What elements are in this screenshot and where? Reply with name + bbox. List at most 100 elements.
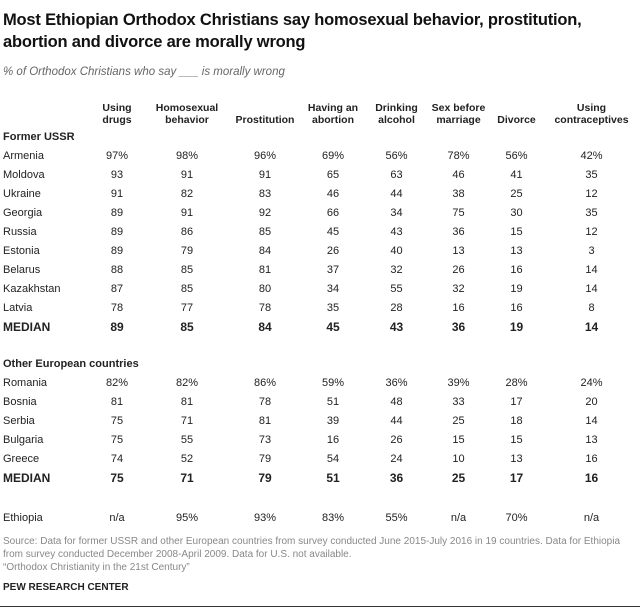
table-cell: 43: [390, 225, 403, 238]
table-cell: 45: [326, 225, 340, 238]
group-label: Other European countries: [3, 358, 139, 370]
table-cell: 26: [326, 244, 340, 257]
table-cell: 87: [110, 282, 124, 295]
table-cell: 37: [326, 263, 340, 276]
table-cell: 17: [510, 395, 523, 408]
table-cell: 55: [390, 282, 403, 295]
table-cell: 25: [451, 471, 466, 485]
table-cell: 79: [258, 471, 272, 485]
table-cell: 86%: [253, 376, 277, 389]
table-cell: 55%: [385, 511, 408, 524]
table-cell: 17: [509, 471, 524, 485]
table-row: Belarus 88 85 81 37 32 26 16 14: [0, 260, 640, 279]
table-cell: 16: [584, 471, 599, 485]
table-cell: 96%: [253, 149, 277, 162]
table-cell: 36%: [385, 376, 408, 389]
table-cell: 48: [390, 395, 403, 408]
table-cell: 78%: [447, 149, 470, 162]
table-cell: n/a: [109, 511, 125, 524]
table-row: Moldova 93 91 91 65 63 46 41 35: [0, 165, 640, 184]
column-header: Using drugs: [102, 102, 132, 126]
row-label: Ukraine: [3, 187, 41, 200]
table-cell: 26: [452, 263, 465, 276]
table-cell: 91: [180, 206, 194, 219]
table-cell: 36: [452, 225, 465, 238]
table-cell: 89: [110, 244, 124, 257]
table-row: Georgia 89 91 92 66 34 75 30 35: [0, 203, 640, 222]
table-cell: 14: [585, 414, 598, 427]
table-cell: 95%: [175, 511, 199, 524]
table-cell: 39: [326, 414, 340, 427]
table-cell: 82%: [105, 376, 129, 389]
row-label: MEDIAN: [3, 320, 51, 334]
spacer-row: [0, 488, 640, 508]
data-table: Using drugs Homosexual behavior Prostituti…: [0, 86, 640, 527]
table-cell: 89: [110, 206, 124, 219]
column-headers: Using drugs Homosexual behavior Prostituti…: [0, 86, 640, 128]
table-cell: 44: [390, 414, 403, 427]
table-cell: 79: [258, 452, 272, 465]
table-row: Armenia 97% 98% 96% 69% 56% 78% 56% 42%: [0, 146, 640, 165]
table-row: Estonia 89 79 84 26 40 13 13 3: [0, 241, 640, 260]
table-cell: 15: [510, 433, 523, 446]
table-cell: 35: [326, 301, 340, 314]
table-cell: 89: [110, 225, 124, 238]
table-cell: 42%: [580, 149, 603, 162]
chart-title: Most Ethiopian Orthodox Christians say h…: [3, 11, 582, 51]
table-cell: 71: [180, 471, 194, 485]
row-label: Russia: [3, 225, 37, 238]
row-label: Greece: [3, 452, 40, 465]
table-cell: 75: [110, 414, 124, 427]
table-cell: 26: [390, 433, 403, 446]
row-label: Latvia: [3, 301, 33, 314]
table-cell: 81: [258, 414, 272, 427]
table-cell: 74: [110, 452, 124, 465]
column-header: Homosexual behavior: [155, 102, 219, 126]
table-cell: 30: [510, 206, 523, 219]
table-cell: 25: [510, 187, 523, 200]
row-label: Serbia: [3, 414, 35, 427]
column-header: Prostitution: [235, 114, 295, 126]
table-cell: 54: [326, 452, 340, 465]
table-row: Russia 89 86 85 45 43 36 15 12: [0, 222, 640, 241]
table-cell: 82%: [175, 376, 199, 389]
credit-logo: PEW RESEARCH CENTER: [3, 582, 129, 593]
table-cell: 16: [585, 452, 598, 465]
source-note: Source: Data for former USSR and other E…: [3, 535, 637, 574]
table-cell: 97%: [105, 149, 129, 162]
column-header: Sex before marriage: [431, 102, 486, 126]
table-cell: 84: [258, 244, 272, 257]
table-cell: 14: [584, 320, 599, 334]
row-label: MEDIAN: [3, 471, 51, 485]
table-row: Bulgaria 75 55 73 16 26 15 15 13: [0, 430, 640, 449]
median-row: MEDIAN 75 71 79 51 36 25 17 16: [0, 468, 640, 488]
table-cell: 16: [452, 301, 465, 314]
table-cell: 75: [110, 471, 124, 485]
row-label: Estonia: [3, 244, 40, 257]
table-row-ethiopia: Ethiopia n/a 95% 93% 83% 55% n/a 70% n/a: [0, 508, 640, 527]
table-cell: 28%: [505, 376, 528, 389]
table-cell: 86: [180, 225, 194, 238]
table-cell: 14: [585, 282, 598, 295]
table-cell: 13: [452, 244, 465, 257]
group-header-row: Other European countries: [0, 355, 640, 373]
spacer-row: [0, 337, 640, 355]
table-cell: 16: [510, 301, 523, 314]
table-cell: 3: [588, 244, 595, 257]
bottom-rule: [0, 606, 640, 607]
group-label: Former USSR: [3, 131, 75, 143]
row-label: Bulgaria: [3, 433, 44, 446]
table-cell: 36: [451, 320, 466, 334]
table-cell: 41: [510, 168, 523, 181]
table-cell: 32: [452, 282, 465, 295]
table-cell: 98%: [175, 149, 199, 162]
table-cell: 45: [326, 320, 340, 334]
table-cell: 73: [258, 433, 272, 446]
table-cell: 36: [389, 471, 404, 485]
report-title: “Orthodox Christianity in the 21st Centu…: [3, 562, 190, 573]
table-row: Serbia 75 71 81 39 44 25 18 14: [0, 411, 640, 430]
table-cell: 85: [180, 282, 194, 295]
table-cell: 33: [452, 395, 465, 408]
row-label: Armenia: [3, 149, 44, 162]
